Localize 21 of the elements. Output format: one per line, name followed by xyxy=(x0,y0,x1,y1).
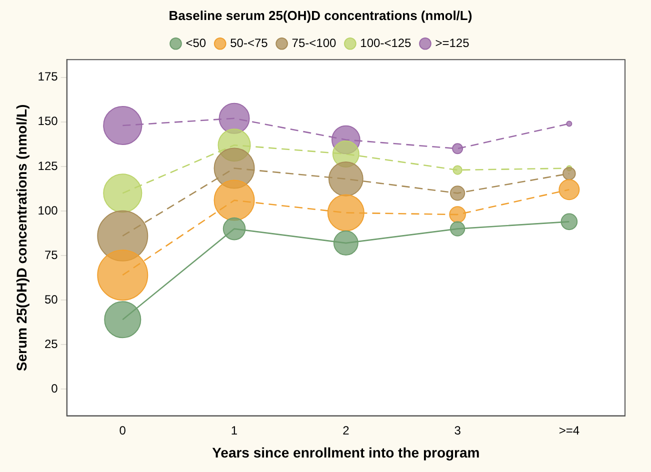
legend-label: 100-<125 xyxy=(360,36,412,50)
x-tick-label: 3 xyxy=(454,423,462,438)
x-tick-label: 0 xyxy=(119,423,126,438)
x-axis-title: Years since enrollment into the program xyxy=(212,444,480,460)
legend-label: >=125 xyxy=(435,36,470,50)
legend-label: <50 xyxy=(186,36,206,50)
y-tick-label: 25 xyxy=(44,336,58,351)
y-tick-label: 0 xyxy=(51,381,58,396)
y-tick-label: 75 xyxy=(44,248,58,262)
x-tick-label: 2 xyxy=(342,423,350,438)
y-tick-label: 150 xyxy=(38,114,58,128)
x-tick-label: 1 xyxy=(230,423,238,438)
y-tick-label: 100 xyxy=(38,203,58,218)
x-tick-label: >=4 xyxy=(558,423,580,438)
legend-title: Baseline serum 25(OH)D concentrations (nmol/L) xyxy=(168,8,472,24)
legend-label: 50-<75 xyxy=(230,36,268,50)
y-tick-label: 50 xyxy=(44,292,58,306)
y-tick-label: 125 xyxy=(38,158,58,173)
y-axis-title: Serum 25(OH)D concentrations (nmol/L) xyxy=(13,104,30,372)
y-tick-label: 175 xyxy=(38,70,58,84)
legend-label: 75-<100 xyxy=(292,36,336,50)
